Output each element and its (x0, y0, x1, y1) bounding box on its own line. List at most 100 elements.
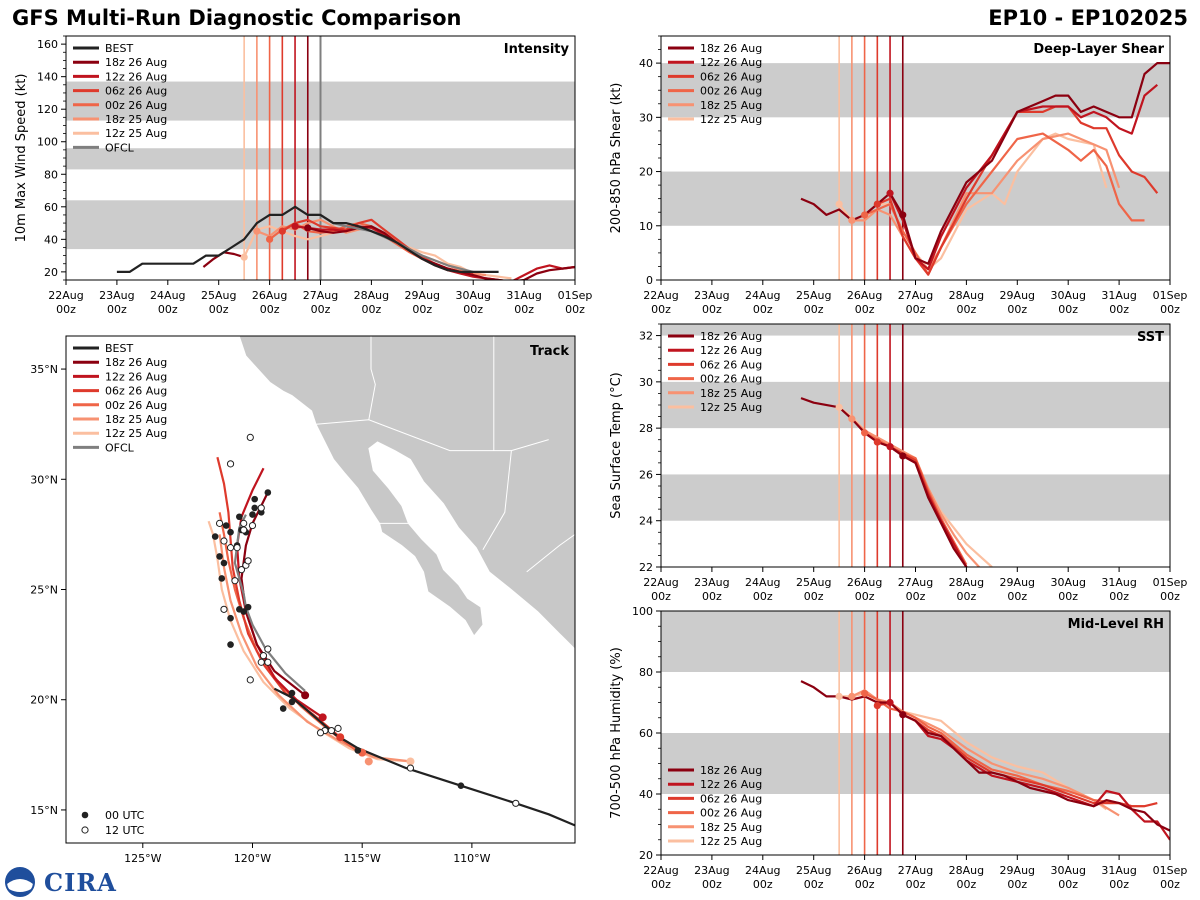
track-init-point-06z-26-aug (336, 733, 345, 742)
x-tick-label-shear: 26Aug 00z (847, 289, 882, 316)
x-tick-label-intensity: 28Aug 00z (354, 289, 389, 316)
legend-label-12z-25-aug: 12z 25 Aug (700, 113, 762, 126)
x-tick-hour: 00z (906, 590, 926, 603)
track-point-00utc (236, 606, 243, 613)
y-tick-label-intensity: 60 (44, 201, 58, 214)
init-lines-shear (838, 36, 904, 280)
x-tick-date: 27Aug (898, 864, 933, 877)
x-tick-date: 26Aug (847, 289, 882, 302)
x-tick-hour: 00z (957, 303, 977, 316)
track-point-00utc (457, 782, 465, 789)
band-sst-1 (661, 381, 1170, 429)
x-tick-date: 26Aug (847, 864, 882, 877)
noaa-logo-icon (5, 867, 35, 897)
band-rh-0 (661, 733, 1170, 794)
track-point-00utc (227, 614, 234, 622)
lon-tick-label: 125°W (124, 852, 161, 865)
track-point-12utc (406, 764, 415, 772)
x-tick-label-intensity: 26Aug 00z (252, 289, 287, 316)
panel-title-track: Track (530, 344, 569, 359)
legend-label-00z-26-aug: 00z 26 Aug (105, 99, 167, 112)
x-tick-label-shear: 01Sep 00z (1153, 289, 1188, 316)
band-rh-1 (661, 611, 1170, 672)
band-sst-0 (661, 474, 1170, 521)
x-tick-label-rh: 27Aug 00z (898, 864, 933, 891)
x-tick-hour: 00z (1109, 878, 1129, 891)
x-tick-date: 28Aug (354, 289, 389, 302)
x-tick-label-sst: 23Aug 00z (694, 576, 729, 603)
x-tick-date: 25Aug (796, 289, 831, 302)
track-line-best (273, 687, 575, 827)
track-point-00utc (222, 522, 230, 529)
x-tick-hour: 00z (1160, 590, 1180, 603)
legend-label-best: BEST (105, 342, 133, 355)
track-point-12utc (248, 521, 257, 530)
x-tick-hour: 00z (906, 303, 926, 316)
x-tick-hour: 00z (311, 303, 331, 316)
legend-label-18z-26-aug: 18z 26 Aug (700, 330, 762, 343)
x-tick-date: 01Sep (558, 289, 593, 302)
track-point-12utc (259, 652, 268, 660)
init-marker-12z-25-aug (240, 253, 248, 261)
init-marker-06z-26-aug (873, 438, 881, 446)
x-tick-label-shear: 31Aug 00z (1101, 289, 1136, 316)
legend-label-12z-25-aug: 12z 25 Aug (105, 427, 167, 440)
legend-label-12z-26-aug: 12z 26 Aug (700, 778, 762, 791)
legend-label-12z-25-aug: 12z 25 Aug (700, 835, 762, 848)
x-tick-date: 24Aug (745, 576, 780, 589)
x-tick-label-shear: 30Aug 00z (1050, 289, 1085, 316)
track-point-00utc (220, 559, 228, 567)
x-tick-hour: 00z (753, 303, 773, 316)
track-point-00utc (227, 528, 234, 536)
border-line-1 (368, 336, 376, 420)
x-tick-hour: 00z (702, 303, 722, 316)
init-marker-18z-26-aug (899, 452, 907, 460)
init-marker-18z-25-aug (848, 216, 856, 224)
series-line-18z-26-aug (800, 680, 1170, 832)
series-intensity (116, 205, 575, 280)
legend-marker-00utc (81, 811, 89, 819)
x-tick-label-intensity: 30Aug 00z (455, 289, 490, 316)
border-line-0 (316, 419, 549, 452)
y-tick-label-shear: 10 (639, 220, 653, 233)
x-tick-date: 01Sep (1153, 289, 1188, 302)
x-tick-label-rh: 24Aug 00z (745, 864, 780, 891)
x-tick-hour: 00z (804, 303, 824, 316)
x-tick-label-rh: 23Aug 00z (694, 864, 729, 891)
series-line-12z-26-aug (889, 701, 1170, 841)
series-line-18z-26-aug (307, 225, 575, 280)
x-tick-hour: 00z (56, 303, 76, 316)
x-tick-date: 01Sep (1153, 864, 1188, 877)
legend-label-06z-26-aug: 06z 26 Aug (700, 358, 762, 371)
y-tick-label-intensity: 80 (44, 168, 58, 181)
y-tick-label-rh: 80 (639, 666, 653, 679)
border-line-5 (526, 533, 575, 573)
x-tick-label-rh: 01Sep 00z (1153, 864, 1188, 891)
legend-label-18z-26-aug: 18z 26 Aug (700, 764, 762, 777)
lat-tick-label: 15°N (30, 804, 58, 817)
band-sst-2 (661, 324, 1170, 336)
y-tick-label-shear: 40 (639, 57, 653, 70)
track-point-00utc (288, 698, 296, 706)
x-tick-hour: 00z (804, 878, 824, 891)
lon-tick-label: 110°W (453, 852, 490, 865)
init-marker-12z-26-aug (886, 698, 894, 707)
init-marker-12z-25-aug (835, 692, 843, 701)
legend-label-best: BEST (105, 42, 133, 55)
track-init-point-12z-25-aug (406, 757, 415, 766)
map-layer (66, 336, 575, 843)
legend-label-ofcl: OFCL (105, 141, 135, 154)
cira-logo: CIRA (4, 866, 116, 898)
y-axis-label-sst: Sea Surface Temp (°C) (609, 372, 624, 519)
init-marker-12z-26-aug (886, 189, 894, 197)
x-tick-hour: 00z (1160, 878, 1180, 891)
track-point-00utc (244, 603, 252, 611)
x-tick-hour: 00z (1109, 590, 1129, 603)
y-tick-label-sst: 24 (639, 515, 653, 528)
x-tick-hour: 00z (855, 303, 875, 316)
x-tick-hour: 00z (855, 590, 875, 603)
x-tick-label-sst: 22Aug 00z (643, 576, 678, 603)
x-tick-label-sst: 29Aug 00z (1000, 576, 1035, 603)
x-tick-date: 27Aug (303, 289, 338, 302)
